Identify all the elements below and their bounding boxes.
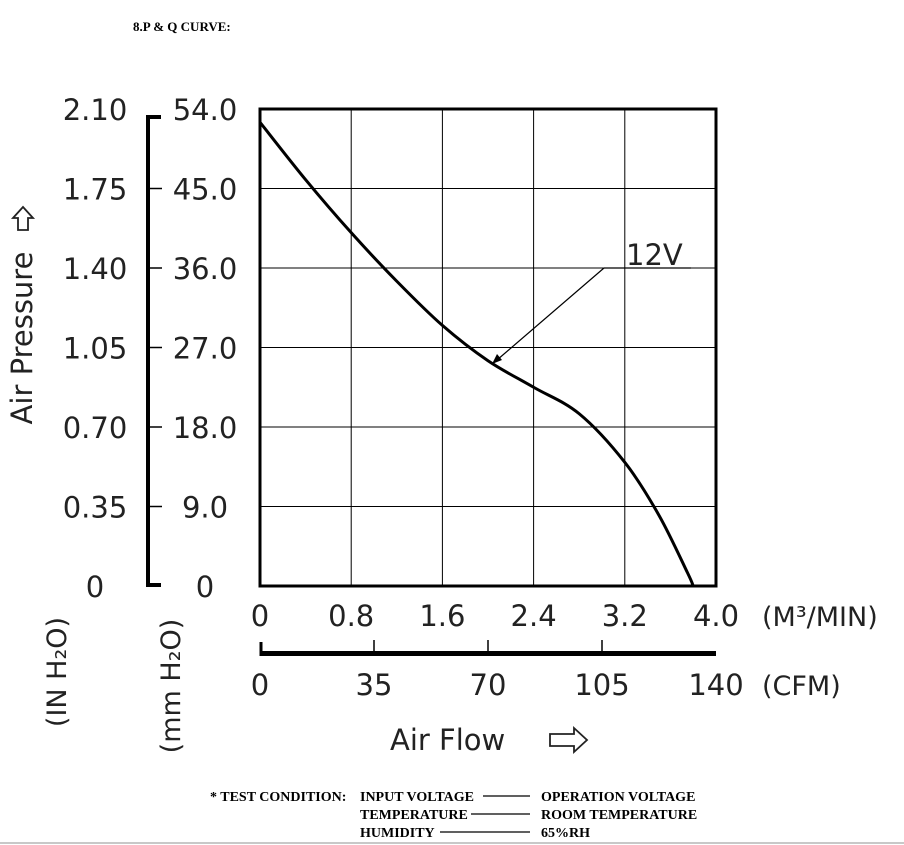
x-tick-label-cfm: 0 xyxy=(251,668,269,702)
y-tick-labels-mm: 54.0 45.0 36.0 27.0 18.0 9.0 0 xyxy=(173,93,238,604)
pressure-axis-tick-marks xyxy=(148,187,162,508)
y-unit-mm-label: (mm H₂O) xyxy=(156,619,187,754)
test-condition-block: * TEST CONDITION: INPUT VOLTAGE OPERATIO… xyxy=(210,790,697,841)
test-condition-value: ROOM TEMPERATURE xyxy=(541,808,697,823)
y-tick-label-in: 1.05 xyxy=(63,332,128,366)
test-condition-label: TEMPERATURE xyxy=(360,808,468,823)
x-axis-label: Air Flow xyxy=(390,723,505,757)
y-tick-label-mm: 45.0 xyxy=(173,173,238,207)
right-arrow-icon xyxy=(549,725,589,755)
up-arrow-icon xyxy=(10,205,36,231)
cfm-axis-bar xyxy=(260,651,716,656)
x-tick-label-m3: 4.0 xyxy=(693,599,739,633)
curve-label-leader xyxy=(496,267,605,361)
x-unit-cfm-label: (CFM) xyxy=(762,671,841,702)
y-tick-label-in: 1.40 xyxy=(63,252,128,286)
test-condition-label: HUMIDITY xyxy=(360,826,435,841)
x-tick-label-cfm: 70 xyxy=(470,668,507,702)
test-condition-value: OPERATION VOLTAGE xyxy=(541,790,695,805)
y-tick-label-mm: 0 xyxy=(196,570,214,604)
y-tick-label-mm: 54.0 xyxy=(173,93,238,127)
chart-heading: 8.P & Q CURVE: xyxy=(133,19,231,34)
series-12v-line xyxy=(258,121,695,587)
y-tick-label-in: 2.10 xyxy=(63,93,128,127)
y-axis-label: Air Pressure xyxy=(5,252,39,425)
y-tick-label-in: 0 xyxy=(86,570,104,604)
y-tick-label-mm: 9.0 xyxy=(182,491,228,525)
x-tick-label-cfm: 140 xyxy=(688,668,743,702)
x-tick-label-m3: 3.2 xyxy=(602,599,648,633)
pressure-axis-bracket xyxy=(146,115,161,587)
y-unit-in-label: (IN H₂O) xyxy=(42,617,73,727)
test-condition-value: 65%RH xyxy=(541,826,590,841)
plot-frame xyxy=(258,107,718,588)
x-tick-label-m3: 1.6 xyxy=(419,599,465,633)
test-condition-title: * TEST CONDITION: xyxy=(210,790,346,805)
cfm-axis-tick-marks xyxy=(373,640,603,653)
curve-label: 12V xyxy=(626,238,683,272)
x-tick-label-m3: 2.4 xyxy=(511,599,557,633)
grid-lines xyxy=(260,109,716,586)
y-tick-label-mm: 27.0 xyxy=(173,332,238,366)
x-tick-label-m3: 0.8 xyxy=(328,599,374,633)
y-tick-label-mm: 36.0 xyxy=(173,252,238,286)
y-tick-label-in: 0.35 xyxy=(63,491,128,525)
x-tick-labels-m3: 0 0.8 1.6 2.4 3.2 4.0 xyxy=(251,599,739,633)
test-condition-label: INPUT VOLTAGE xyxy=(360,790,474,805)
x-tick-label-cfm: 105 xyxy=(574,668,629,702)
x-tick-labels-cfm: 0 35 70 105 140 xyxy=(251,668,744,702)
y-tick-label-mm: 18.0 xyxy=(173,411,238,445)
y-tick-label-in: 1.75 xyxy=(63,173,128,207)
y-tick-label-in: 0.70 xyxy=(63,411,128,445)
x-unit-m3-label: (M³/MIN) xyxy=(762,602,878,633)
x-tick-label-cfm: 35 xyxy=(356,668,393,702)
x-tick-label-m3: 0 xyxy=(251,599,269,633)
y-tick-labels-in: 2.10 1.75 1.40 1.05 0.70 0.35 0 xyxy=(63,93,128,604)
curve-label-arrowhead xyxy=(492,354,502,364)
